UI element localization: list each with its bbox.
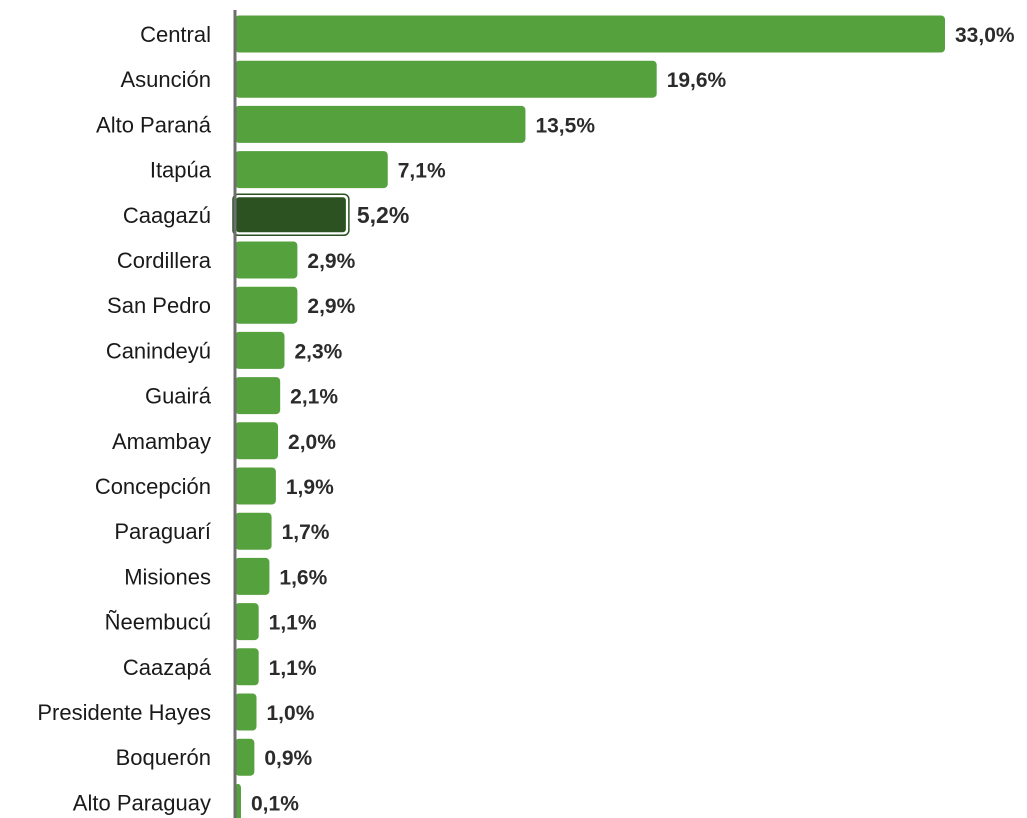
value-label-canindeyu: 2,3% [294, 340, 342, 363]
category-label-cordillera: Cordillera [117, 248, 212, 273]
bar-caagazu [234, 195, 348, 235]
category-label-paraguari: Paraguarí [114, 519, 211, 544]
value-label-neembucu: 1,1% [269, 612, 317, 635]
bar-presidente-hayes [235, 693, 257, 731]
value-label-caagazu: 5,2% [357, 202, 409, 228]
bar-alto-paraguay [235, 783, 241, 818]
value-label-concepcion: 1,9% [286, 476, 334, 499]
value-label-paraguari: 1,7% [282, 521, 330, 544]
bar-central [235, 15, 945, 53]
category-label-neembucu: Ñeembucú [105, 610, 211, 635]
labels-group: Central 33,0% Asunción 19,6% Alto Paraná 13,5… [37, 22, 1015, 815]
bar-alto-parana [235, 105, 526, 143]
category-label-alto-parana: Alto Paraná [96, 112, 212, 137]
category-label-guaira: Guairá [145, 384, 212, 409]
category-label-central: Central [140, 22, 211, 47]
category-label-concepcion: Concepción [95, 474, 211, 499]
value-label-itapua: 7,1% [398, 160, 446, 183]
bar-asuncion [235, 60, 657, 98]
bar-boqueron [235, 738, 255, 776]
value-label-san-pedro: 2,9% [307, 295, 355, 318]
value-label-amambay: 2,0% [288, 431, 336, 454]
bar-itapua [235, 151, 388, 189]
category-label-misiones: Misiones [124, 564, 211, 589]
category-label-asuncion: Asunción [120, 67, 211, 92]
bar-san-pedro [235, 286, 298, 324]
value-label-alto-parana: 13,5% [535, 114, 595, 137]
category-label-amambay: Amambay [112, 429, 211, 454]
value-label-presidente-hayes: 1,0% [267, 702, 315, 725]
value-label-guaira: 2,1% [290, 386, 338, 409]
bar-paraguari [235, 512, 272, 550]
value-label-alto-paraguay: 0,1% [251, 792, 299, 815]
value-label-asuncion: 19,6% [667, 69, 727, 92]
category-label-boqueron: Boquerón [116, 745, 211, 770]
bar-highlight-outline [232, 193, 350, 237]
value-label-boqueron: 0,9% [264, 747, 312, 770]
category-label-canindeyu: Canindeyú [106, 338, 211, 363]
category-label-caagazu: Caagazú [123, 203, 211, 228]
bar-caazapa [235, 648, 259, 686]
category-label-san-pedro: San Pedro [107, 293, 211, 318]
value-label-misiones: 1,6% [279, 566, 327, 589]
value-label-central: 33,0% [955, 24, 1015, 47]
bar-guaira [235, 377, 281, 415]
category-label-presidente-hayes: Presidente Hayes [37, 700, 211, 725]
category-label-alto-paraguay: Alto Paraguay [73, 790, 211, 815]
bar-amambay [235, 422, 279, 460]
bar-misiones [235, 557, 270, 595]
bar-canindeyu [235, 331, 285, 369]
bar-cordillera [235, 241, 298, 279]
category-label-caazapa: Caazapá [123, 655, 212, 680]
bar-neembucu [235, 603, 259, 641]
bar-concepcion [235, 467, 276, 505]
value-label-caazapa: 1,1% [269, 657, 317, 680]
value-label-cordillera: 2,9% [307, 250, 355, 273]
category-label-itapua: Itapúa [150, 158, 212, 183]
bars-group [232, 15, 945, 818]
